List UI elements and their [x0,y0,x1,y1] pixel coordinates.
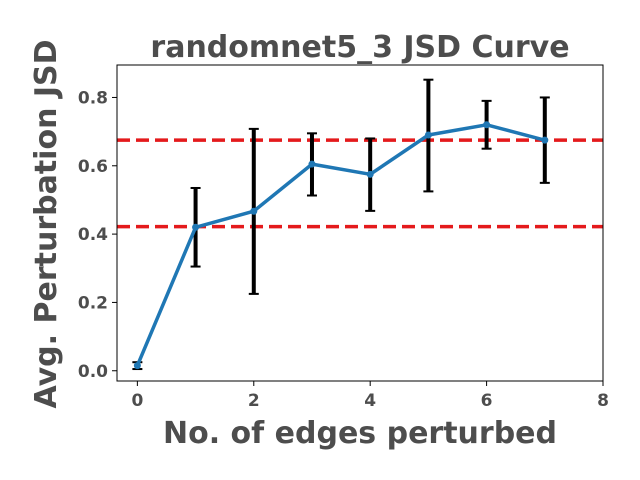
data-point [541,136,549,144]
x-tick-label: 8 [597,391,609,411]
y-tick-label: 0.8 [78,88,108,108]
x-tick-label: 0 [131,391,143,411]
y-tick-label: 0.4 [78,225,108,245]
x-tick-label: 6 [481,391,493,411]
data-point [250,207,258,215]
y-axis-label: Avg. Perturbation JSD [29,39,64,408]
data-point [308,160,316,168]
plot-area: 0 2 4 6 8 0.0 0.2 0.4 0.6 0.8 [78,64,609,411]
data-point [366,170,374,178]
x-tick-label: 4 [364,391,376,411]
chart-title: randomnet5_3 JSD Curve [150,30,569,65]
x-tick-label: 2 [248,391,260,411]
plot-frame [116,64,604,382]
y-tick-label: 0.0 [78,362,108,382]
y-tick-label: 0.2 [78,293,108,313]
data-point [424,131,432,139]
data-point [192,223,200,231]
data-point [133,362,141,370]
data-point [483,121,491,129]
x-axis-label: No. of edges perturbed [163,416,557,451]
y-tick-label: 0.6 [78,157,108,177]
series-line-0 [135,123,546,367]
